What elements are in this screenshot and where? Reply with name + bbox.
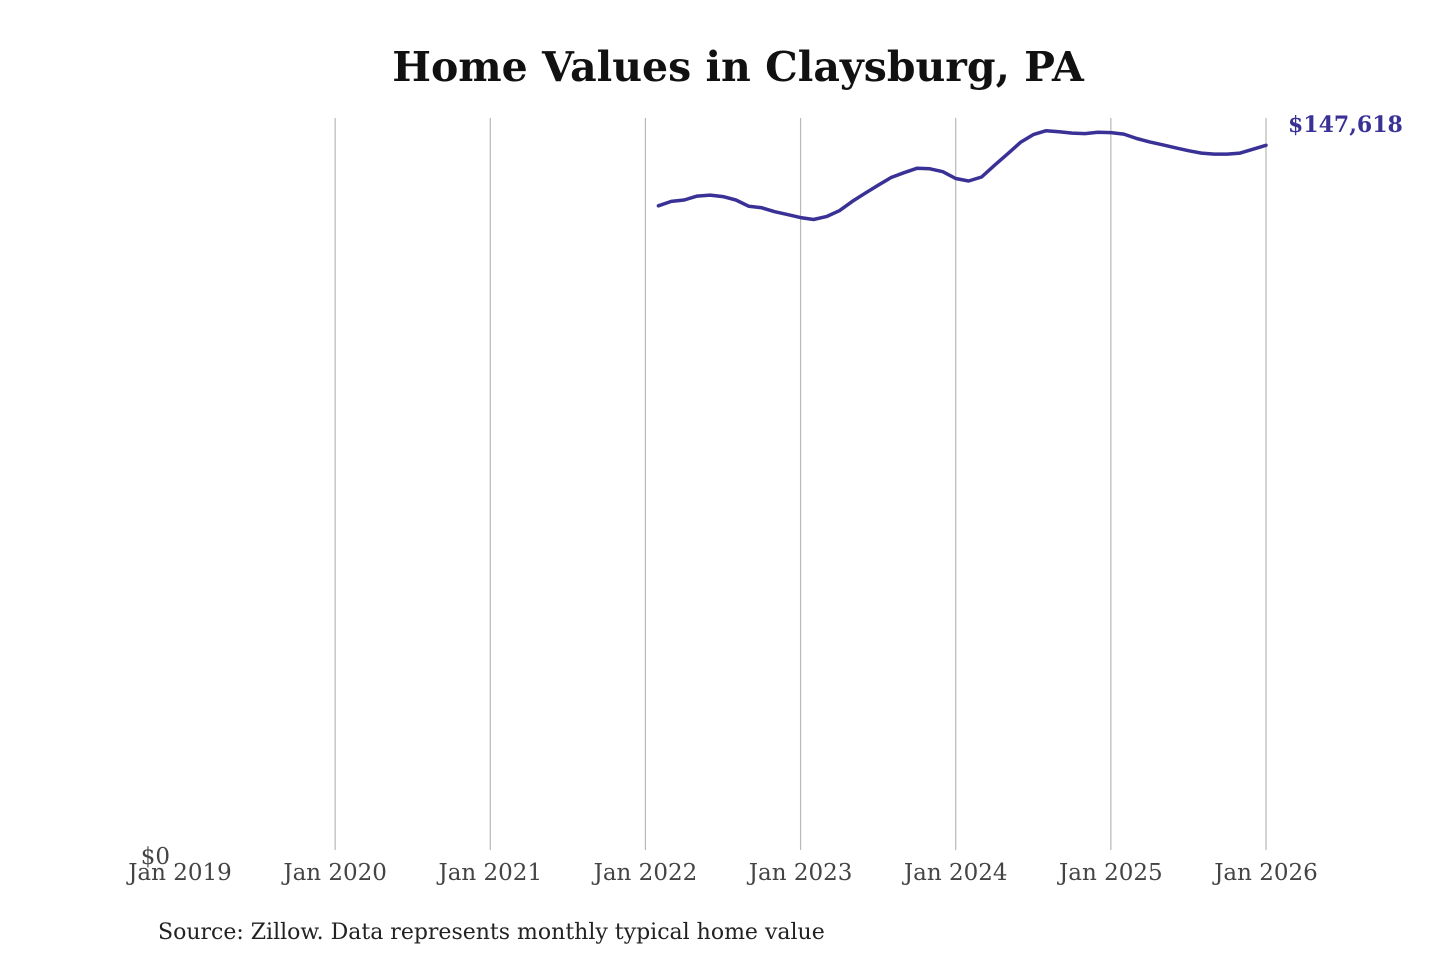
x-tick-jan-2024: Jan 2024 xyxy=(902,860,1008,886)
y-axis-ticks: $0 xyxy=(141,844,170,870)
x-axis-ticks: Jan 2019 Jan 2020 Jan 2021 Jan 2022 Jan 2023… xyxy=(126,860,1318,886)
x-tick-jan-2026: Jan 2026 xyxy=(1212,860,1318,886)
y-tick-0: $0 xyxy=(141,844,170,870)
grid-lines xyxy=(334,118,1267,850)
source-note: Source: Zillow. Data represents monthly … xyxy=(158,920,825,945)
x-tick-jan-2021: Jan 2021 xyxy=(436,860,542,886)
x-tick-jan-2023: Jan 2023 xyxy=(747,860,853,886)
home-value-line xyxy=(656,128,1268,222)
x-tick-jan-2022: Jan 2022 xyxy=(592,860,698,886)
chart-title: Home Values in Claysburg, PA xyxy=(392,43,1085,91)
x-tick-jan-2020: Jan 2020 xyxy=(281,860,387,886)
x-tick-jan-2019: Jan 2019 xyxy=(126,860,232,886)
x-tick-jan-2025: Jan 2025 xyxy=(1057,860,1163,886)
latest-value-label: $147,618 xyxy=(1288,112,1403,138)
